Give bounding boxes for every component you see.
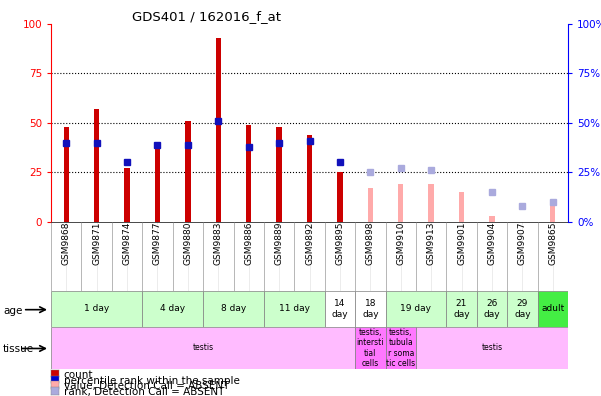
- Text: GSM9901: GSM9901: [457, 222, 466, 265]
- Text: GSM9874: GSM9874: [123, 222, 132, 265]
- Text: testis,
tubula
r soma
tic cells: testis, tubula r soma tic cells: [386, 328, 415, 368]
- Bar: [185, 121, 191, 222]
- Text: GSM9913: GSM9913: [427, 222, 436, 265]
- FancyBboxPatch shape: [51, 291, 142, 327]
- Text: 18
day: 18 day: [362, 299, 379, 318]
- Bar: [489, 216, 495, 222]
- Text: testis,
intersti
tial
cells: testis, intersti tial cells: [356, 328, 384, 368]
- FancyBboxPatch shape: [447, 291, 477, 327]
- Text: GSM9895: GSM9895: [335, 222, 344, 265]
- Text: testis: testis: [192, 343, 214, 352]
- Text: GDS401 / 162016_f_at: GDS401 / 162016_f_at: [132, 10, 281, 23]
- Text: 14
day: 14 day: [332, 299, 348, 318]
- FancyBboxPatch shape: [355, 327, 385, 369]
- Text: GSM9871: GSM9871: [92, 222, 101, 265]
- Text: GSM9880: GSM9880: [183, 222, 192, 265]
- FancyBboxPatch shape: [142, 291, 203, 327]
- Text: percentile rank within the sample: percentile rank within the sample: [64, 375, 240, 386]
- Bar: [398, 184, 403, 222]
- Text: rank, Detection Call = ABSENT: rank, Detection Call = ABSENT: [64, 387, 224, 396]
- Text: 1 day: 1 day: [84, 305, 109, 313]
- FancyBboxPatch shape: [537, 291, 568, 327]
- FancyBboxPatch shape: [507, 291, 537, 327]
- Text: GSM9907: GSM9907: [518, 222, 527, 265]
- Bar: [368, 188, 373, 222]
- Text: age: age: [3, 306, 22, 316]
- Bar: [550, 200, 555, 222]
- Bar: [459, 192, 464, 222]
- Text: 11 day: 11 day: [279, 305, 310, 313]
- FancyBboxPatch shape: [385, 291, 447, 327]
- Text: GSM9889: GSM9889: [275, 222, 284, 265]
- Bar: [337, 172, 343, 222]
- Text: adult: adult: [541, 305, 564, 313]
- Text: GSM9886: GSM9886: [244, 222, 253, 265]
- Bar: [64, 127, 69, 222]
- FancyBboxPatch shape: [325, 291, 355, 327]
- Text: GSM9904: GSM9904: [487, 222, 496, 265]
- Text: GSM9868: GSM9868: [62, 222, 71, 265]
- Text: testis: testis: [481, 343, 502, 352]
- FancyBboxPatch shape: [203, 291, 264, 327]
- Bar: [276, 127, 282, 222]
- Bar: [246, 125, 251, 222]
- Bar: [94, 109, 99, 222]
- FancyBboxPatch shape: [385, 327, 416, 369]
- Bar: [429, 184, 434, 222]
- Text: GSM9883: GSM9883: [214, 222, 223, 265]
- Text: GSM9865: GSM9865: [548, 222, 557, 265]
- Text: 26
day: 26 day: [484, 299, 500, 318]
- Text: 19 day: 19 day: [400, 305, 432, 313]
- Text: 21
day: 21 day: [453, 299, 470, 318]
- Text: GSM9892: GSM9892: [305, 222, 314, 265]
- Text: 4 day: 4 day: [160, 305, 185, 313]
- Text: GSM9898: GSM9898: [366, 222, 375, 265]
- Bar: [307, 135, 313, 222]
- FancyBboxPatch shape: [416, 327, 568, 369]
- Text: 8 day: 8 day: [221, 305, 246, 313]
- Text: count: count: [64, 369, 93, 380]
- FancyBboxPatch shape: [264, 291, 325, 327]
- Bar: [155, 143, 160, 222]
- Bar: [124, 168, 130, 222]
- Text: 29
day: 29 day: [514, 299, 531, 318]
- Text: GSM9910: GSM9910: [396, 222, 405, 265]
- FancyBboxPatch shape: [355, 291, 385, 327]
- FancyBboxPatch shape: [51, 327, 355, 369]
- FancyBboxPatch shape: [477, 291, 507, 327]
- Text: tissue: tissue: [3, 344, 34, 354]
- Text: value, Detection Call = ABSENT: value, Detection Call = ABSENT: [64, 381, 229, 392]
- Text: GSM9877: GSM9877: [153, 222, 162, 265]
- Bar: [216, 38, 221, 222]
